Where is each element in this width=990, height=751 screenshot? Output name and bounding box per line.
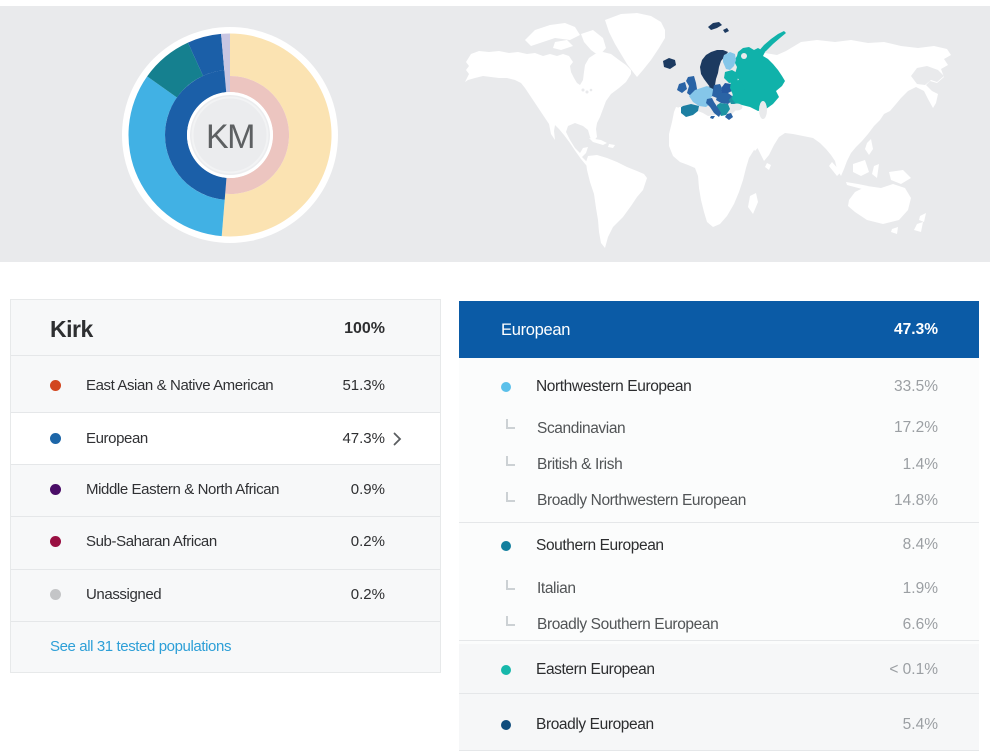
svg-text:KM: KM [206,118,254,156]
